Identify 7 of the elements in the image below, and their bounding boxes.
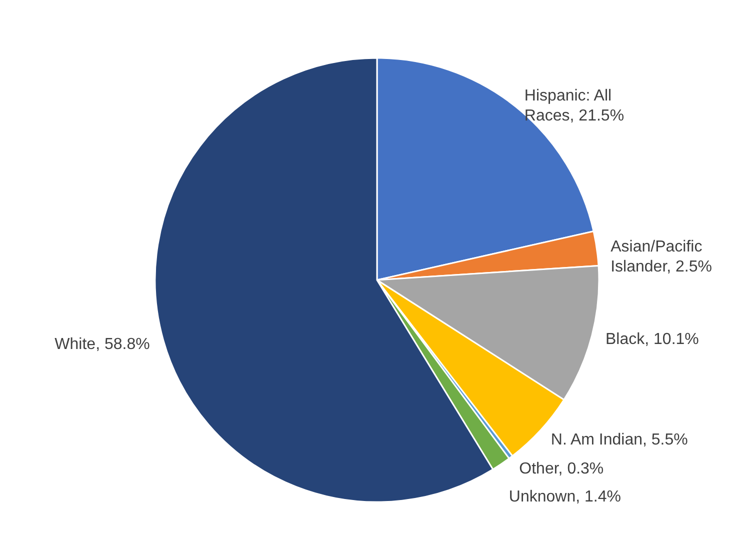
slice-label: White, 58.8% (54, 336, 150, 353)
slice-label: Unknown, 1.4% (508, 488, 621, 506)
slice-label: Other, 0.3% (519, 460, 604, 478)
slice-label: Hispanic: All Races, 21.5% (524, 88, 624, 125)
slice-label: Asian/Pacific Islander, 2.5% (610, 238, 712, 276)
slice-label: N. Am Indian, 5.5% (550, 432, 688, 449)
slice-label: Black, 10.1% (606, 330, 699, 348)
